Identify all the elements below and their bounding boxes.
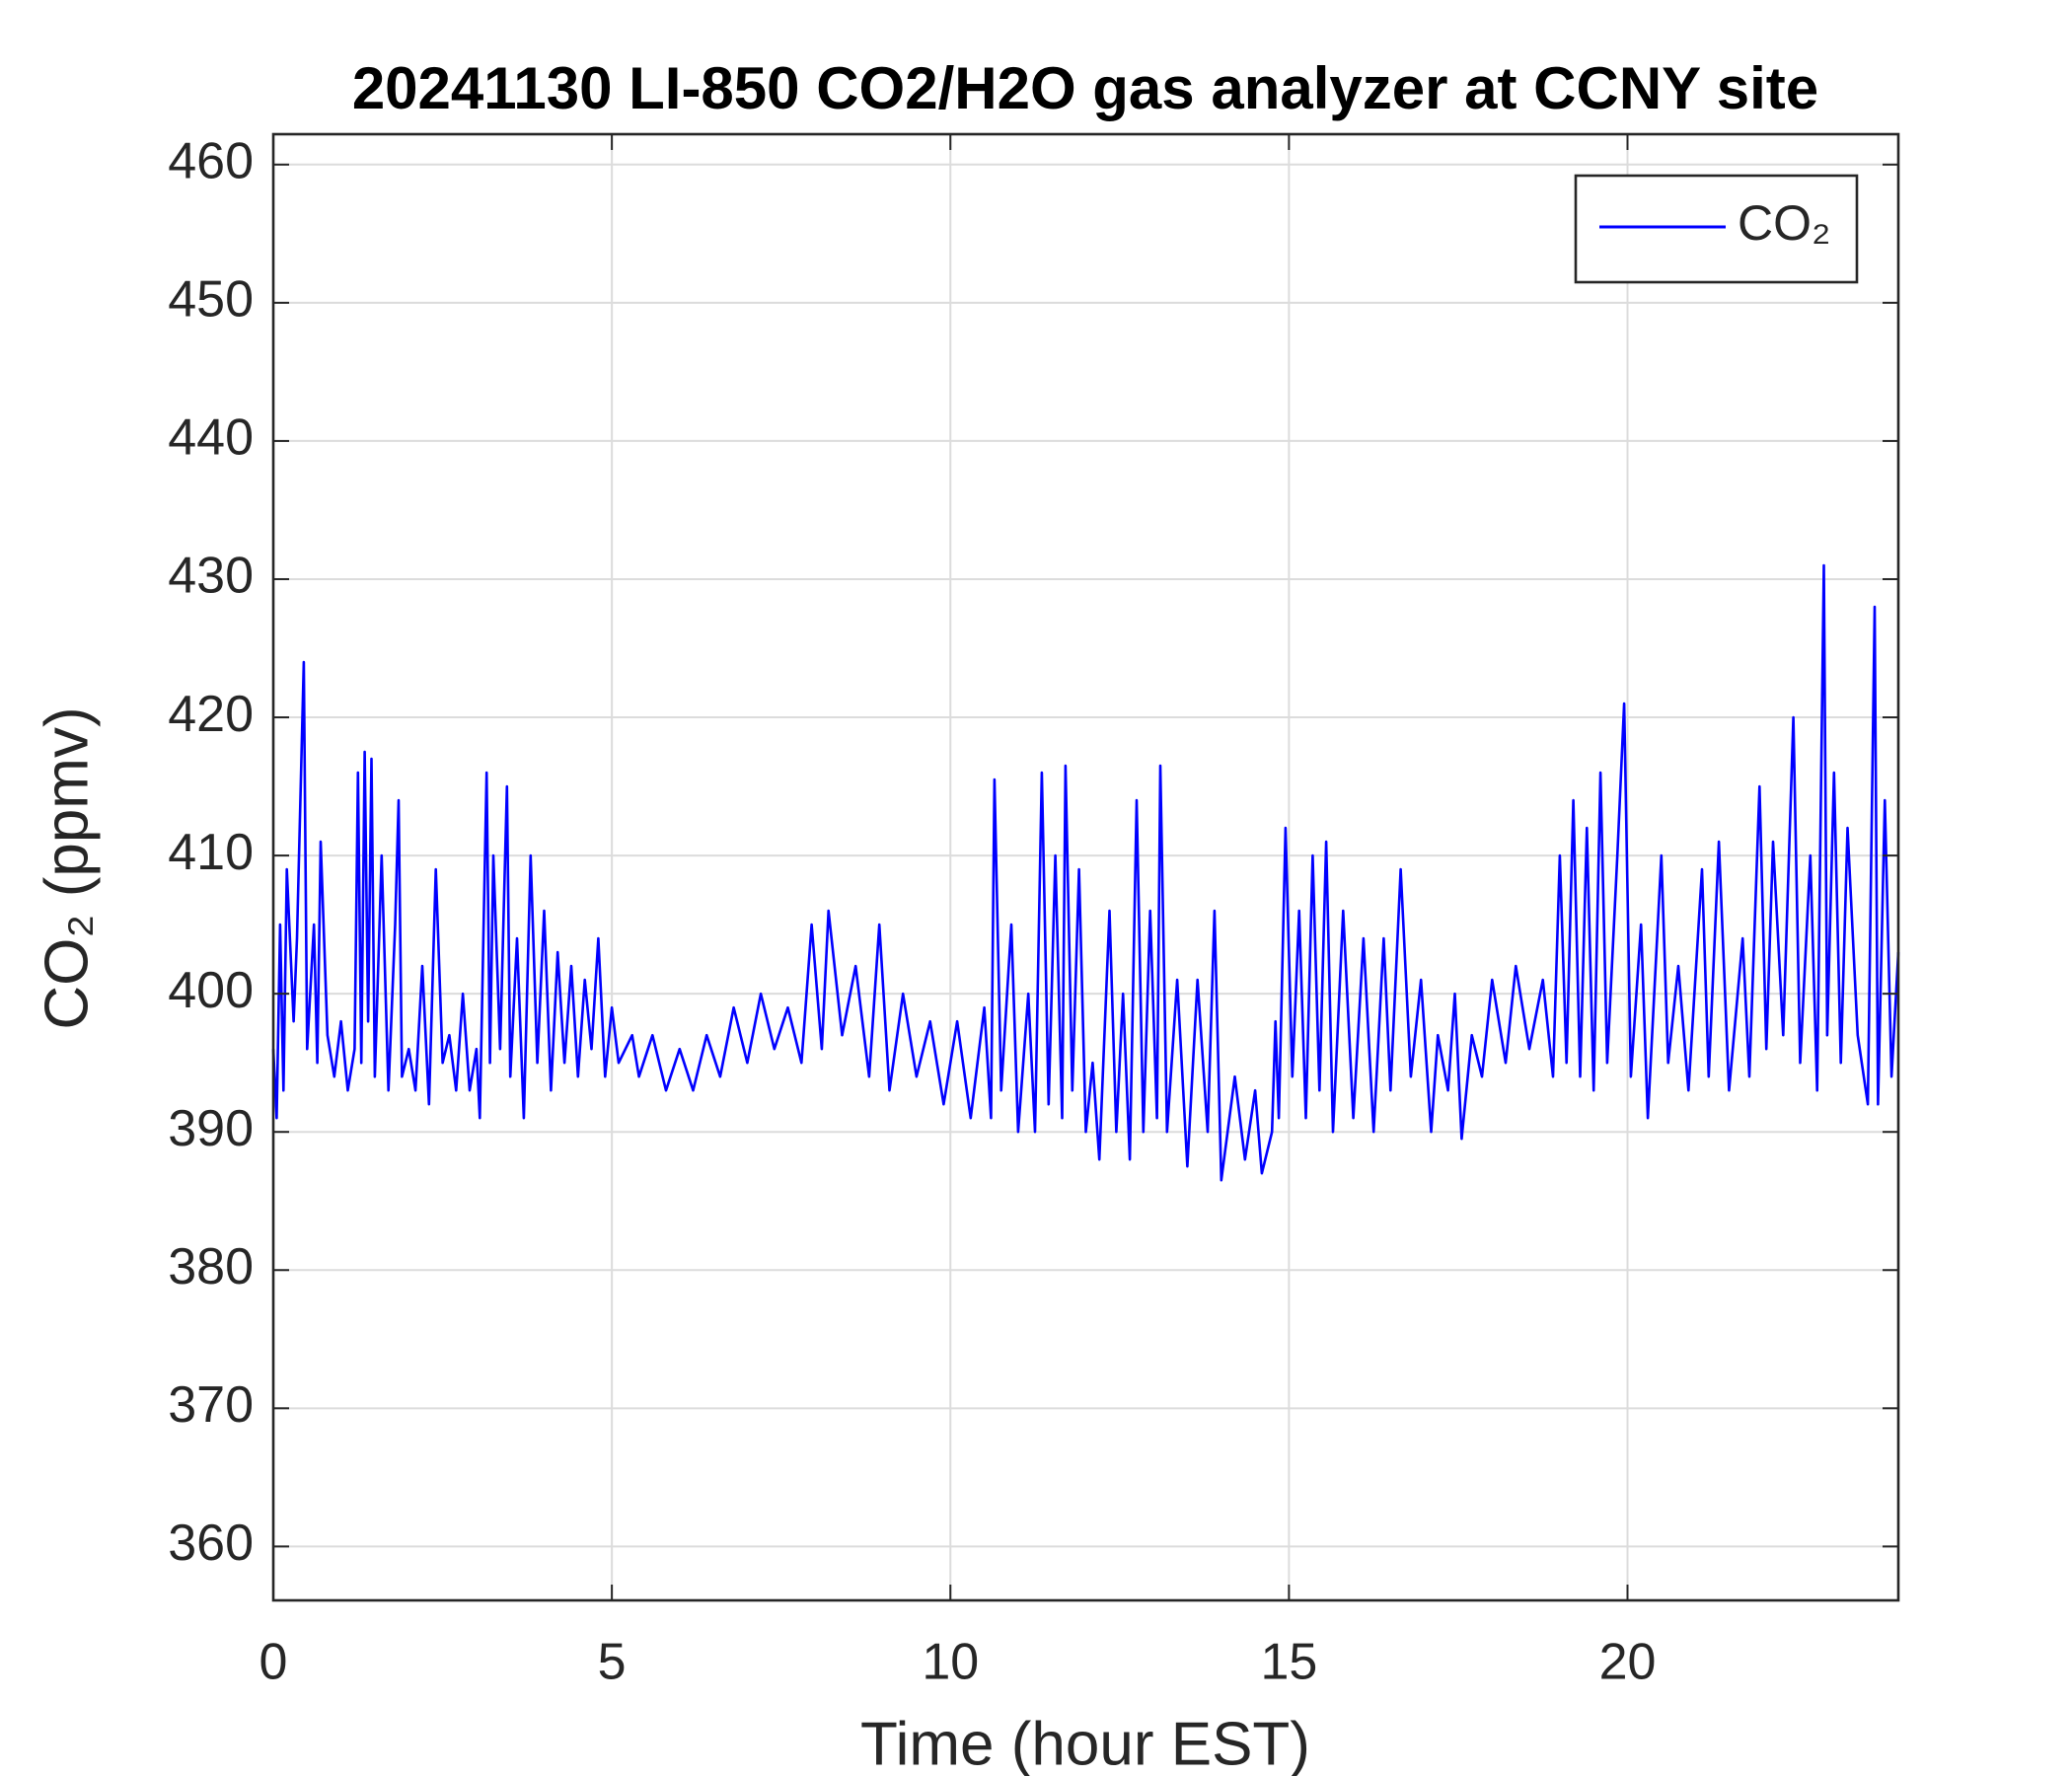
y-tick-label: 420 — [168, 686, 254, 743]
x-tick-label: 20 — [1599, 1634, 1657, 1691]
y-tick-label: 380 — [168, 1238, 254, 1295]
y-tick-label: 460 — [168, 133, 254, 190]
y-tick-label: 440 — [168, 409, 254, 467]
data-line — [271, 563, 1900, 1182]
y-tick-label: 410 — [168, 824, 254, 881]
plot-area — [271, 563, 1900, 1182]
y-tick-label: 430 — [168, 548, 254, 605]
y-tick-label: 360 — [168, 1515, 254, 1572]
x-tick-label: 15 — [1260, 1634, 1317, 1691]
y-tick-label: 450 — [168, 271, 254, 329]
grid — [272, 134, 1898, 1600]
x-tick-label: 0 — [259, 1634, 288, 1691]
x-axis-label: Time (hour EST) — [860, 1710, 1310, 1776]
legend-box — [1574, 174, 1859, 284]
chart-title: 20241130 LI-850 CO2/H2O gas analyzer at … — [352, 55, 1818, 121]
legend-label: CO₂ — [1738, 195, 1830, 251]
y-axis-label: CO₂ (ppmv) — [33, 706, 101, 1029]
y-tick-label: 370 — [168, 1376, 254, 1434]
axes-box — [271, 132, 1900, 1602]
y-tick-label: 390 — [168, 1100, 254, 1157]
x-tick-label: 5 — [598, 1634, 627, 1691]
x-tick-label: 10 — [922, 1634, 979, 1691]
y-tick-label: 400 — [168, 962, 254, 1019]
